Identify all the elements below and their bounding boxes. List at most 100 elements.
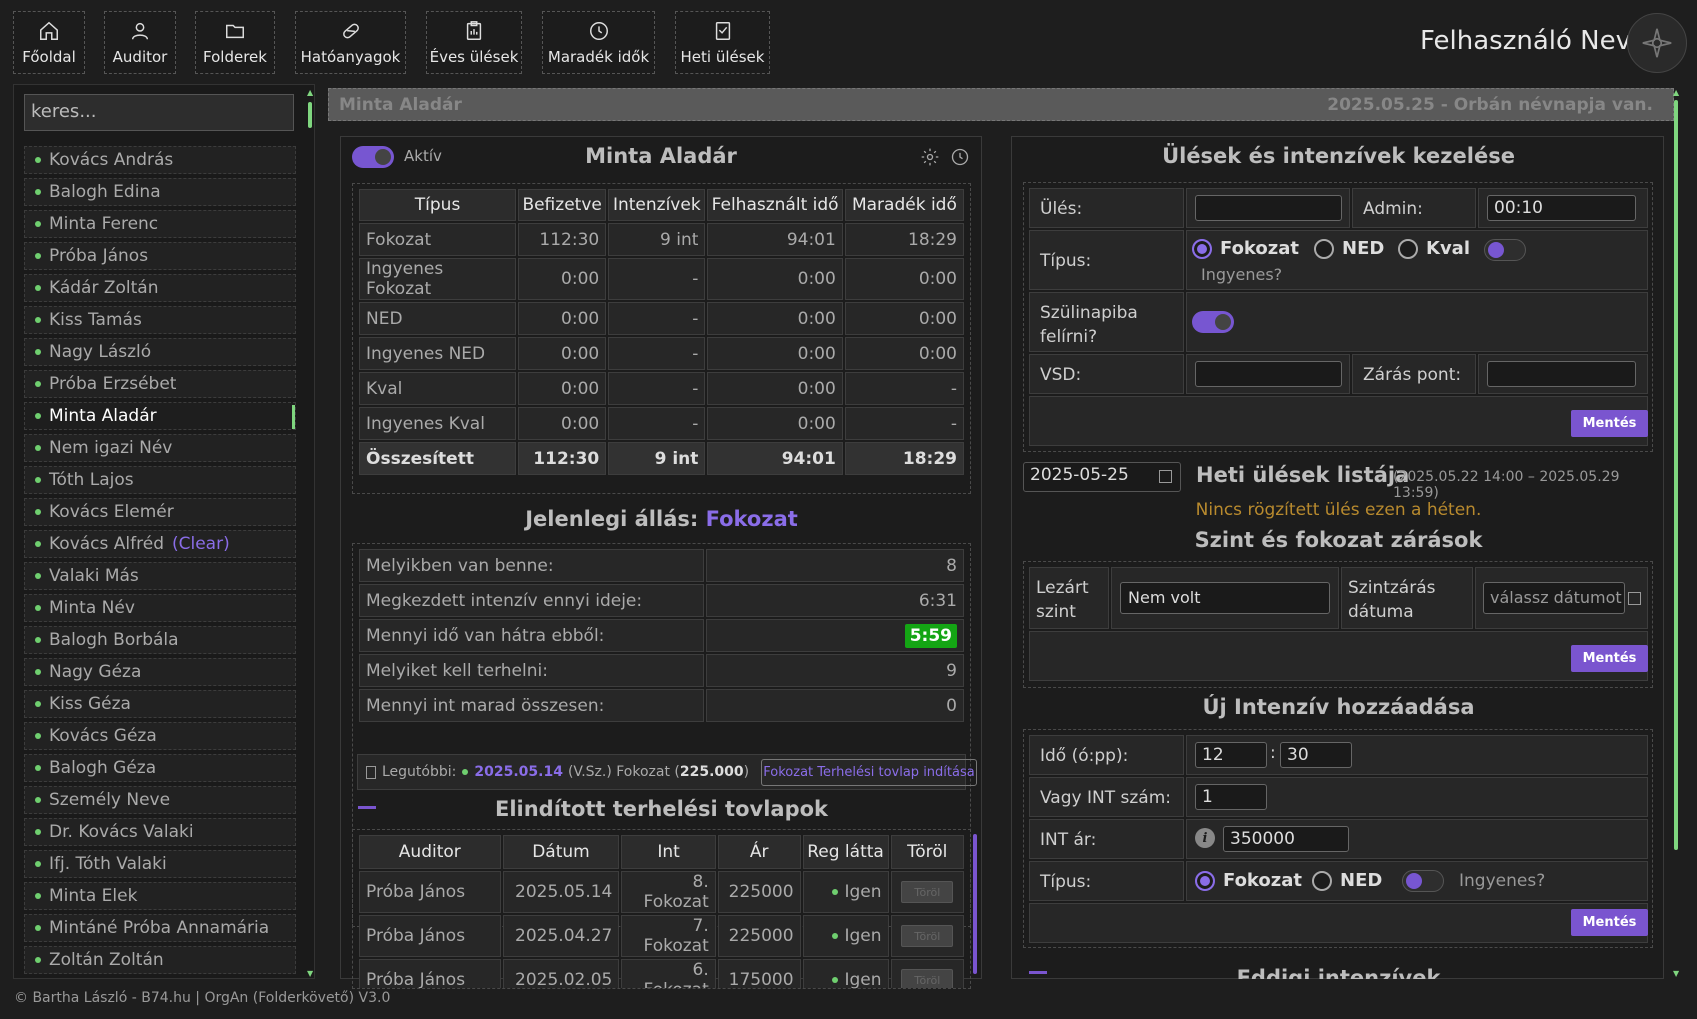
- nav-auditor[interactable]: Auditor: [104, 11, 176, 74]
- client-list-item[interactable]: Valaki Más: [24, 562, 296, 590]
- client-list-item[interactable]: Dr. Kovács Valaki: [24, 818, 296, 846]
- nav-eves-ulesek[interactable]: Éves ülések: [426, 11, 522, 74]
- status-value: 8: [706, 549, 964, 582]
- closure-date-input[interactable]: válassz dátumot: [1483, 582, 1625, 614]
- client-name: Mintáné Próba Annamária: [49, 918, 270, 938]
- calendar-icon[interactable]: [1628, 592, 1641, 605]
- int-number-input[interactable]: 1: [1195, 784, 1267, 810]
- int-type-ned-radio[interactable]: NED: [1312, 870, 1382, 891]
- clear-tag[interactable]: (Clear): [172, 534, 230, 554]
- reg-seen-cell: Igen: [802, 959, 889, 988]
- type-ned-radio[interactable]: NED: [1314, 238, 1384, 259]
- column-header: Felhasznált idő: [707, 189, 843, 221]
- client-list-item[interactable]: Kovács Elemér: [24, 498, 296, 526]
- table-cell: Próba János: [359, 915, 501, 957]
- status-dot-icon: [35, 157, 41, 163]
- nav-maradek-idok[interactable]: Maradék idők: [542, 11, 655, 74]
- table-cell: Kval: [359, 372, 517, 405]
- sheets-scrollbar[interactable]: [973, 834, 977, 974]
- type-fokozat-radio[interactable]: Fokozat: [1192, 238, 1299, 259]
- week-date-input[interactable]: 2025-05-25: [1023, 462, 1181, 492]
- table-row: Próba János 2025.04.27 7. Fokozat 225000 Ige…: [359, 915, 964, 957]
- client-list-item[interactable]: Kiss Tamás: [24, 306, 296, 334]
- delete-cell: Töröl: [890, 915, 964, 957]
- client-list-item[interactable]: Minta Aladár: [24, 402, 296, 430]
- table-cell: 94:01: [707, 223, 843, 256]
- collapse-icon[interactable]: [1029, 971, 1047, 974]
- int-free-toggle[interactable]: [1402, 870, 1444, 892]
- session-save-button[interactable]: Mentés: [1571, 410, 1648, 437]
- birthday-toggle[interactable]: [1192, 311, 1234, 333]
- client-name: Kiss Géza: [49, 694, 131, 714]
- search-input[interactable]: keres...: [24, 94, 294, 131]
- client-list-item[interactable]: Minta Elek: [24, 882, 296, 910]
- client-list-item[interactable]: Próba Erzsébet: [24, 370, 296, 398]
- nav-heti-ulesek[interactable]: Heti ülések: [675, 11, 770, 74]
- table-cell: 0:00: [518, 407, 607, 440]
- hours-input[interactable]: 12: [1195, 742, 1267, 768]
- ules-input[interactable]: [1195, 195, 1342, 221]
- client-name: Nagy Géza: [49, 662, 142, 682]
- client-list-item[interactable]: Kiss Géza: [24, 690, 296, 718]
- status-prefix: Jelenlegi állás:: [525, 507, 699, 531]
- client-list-item[interactable]: Ifj. Tóth Valaki: [24, 850, 296, 878]
- status-dot-icon: [35, 829, 41, 835]
- client-list-item[interactable]: Minta Név: [24, 594, 296, 622]
- int-price-input[interactable]: 350000: [1223, 826, 1349, 852]
- admin-input[interactable]: 00:10: [1487, 195, 1636, 221]
- gear-icon[interactable]: [920, 147, 940, 167]
- collapse-icon[interactable]: [358, 806, 376, 809]
- nav-folderek[interactable]: Folderek: [195, 11, 275, 74]
- closure-save-button[interactable]: Mentés: [1571, 645, 1648, 672]
- sessions-panel: Ülések és intenzívek kezelése Ülés: Admi…: [1011, 136, 1664, 979]
- total-cell: Összesített: [359, 442, 517, 475]
- client-list-item[interactable]: Kovács Géza: [24, 722, 296, 750]
- table-cell: 0:00: [707, 372, 843, 405]
- status-dot-icon: [35, 253, 41, 259]
- client-list-item[interactable]: Minta Ferenc: [24, 210, 296, 238]
- client-list-item[interactable]: Nagy László: [24, 338, 296, 366]
- int-type-fokozat-radio[interactable]: Fokozat: [1195, 870, 1302, 891]
- client-list-item[interactable]: Tóth Lajos: [24, 466, 296, 494]
- locked-level-select[interactable]: Nem volt: [1120, 582, 1330, 614]
- info-icon[interactable]: i: [1195, 828, 1215, 848]
- delete-button[interactable]: Töröl: [901, 881, 954, 903]
- table-cell: 225000: [717, 915, 801, 957]
- status-label: Megkezdett intenzív ennyi ideje:: [359, 584, 704, 617]
- type-kval-radio[interactable]: Kval: [1398, 238, 1470, 259]
- nav-hatoanyagok[interactable]: Hatóanyagok: [295, 11, 406, 74]
- client-list-item[interactable]: Balogh Borbála: [24, 626, 296, 654]
- history-clock-icon[interactable]: [950, 147, 970, 167]
- client-title: Minta Aladár: [585, 144, 737, 168]
- client-name: Ifj. Tóth Valaki: [49, 854, 167, 874]
- client-list-item[interactable]: Mintáné Próba Annamária: [24, 914, 296, 942]
- client-list-item[interactable]: Zoltán Zoltán: [24, 946, 296, 974]
- start-sheet-button[interactable]: Fokozat Terhelési tovlap indítása: [761, 759, 977, 786]
- client-list-item[interactable]: Nagy Géza: [24, 658, 296, 686]
- nav-fooldal[interactable]: Főoldal: [13, 11, 85, 74]
- sidebar-scrollbar[interactable]: ▲ ▼: [307, 88, 314, 978]
- minutes-input[interactable]: 30: [1280, 742, 1352, 768]
- client-list-item[interactable]: Személy Neve: [24, 786, 296, 814]
- logo: [1627, 13, 1687, 73]
- client-list-item[interactable]: Nem igazi Név: [24, 434, 296, 462]
- delete-button[interactable]: Töröl: [901, 969, 954, 988]
- tipus-label: Típus:: [1029, 230, 1184, 290]
- active-toggle[interactable]: [352, 146, 394, 168]
- main-scrollbar[interactable]: ▲ ▼: [1673, 88, 1680, 978]
- status-table: Melyikben van benne: 8 Megkezdett intenzív…: [357, 547, 966, 724]
- vsd-input[interactable]: [1195, 361, 1342, 387]
- table-cell: 112:30: [518, 223, 607, 256]
- client-list-item[interactable]: Balogh Edina: [24, 178, 296, 206]
- client-list-item[interactable]: Kovács Alfréd (Clear): [24, 530, 296, 558]
- client-list-item[interactable]: Kádár Zoltán: [24, 274, 296, 302]
- client-list-item[interactable]: Próba János: [24, 242, 296, 270]
- close-point-input[interactable]: [1487, 361, 1636, 387]
- int-save-button[interactable]: Mentés: [1571, 909, 1648, 936]
- calendar-icon[interactable]: [1159, 470, 1172, 483]
- client-list-item[interactable]: Kovács András: [24, 146, 296, 174]
- client-list-item[interactable]: Balogh Géza: [24, 754, 296, 782]
- user-name[interactable]: Felhasználó Neve: [1420, 26, 1647, 56]
- delete-button[interactable]: Töröl: [901, 925, 954, 947]
- free-toggle[interactable]: [1484, 239, 1526, 261]
